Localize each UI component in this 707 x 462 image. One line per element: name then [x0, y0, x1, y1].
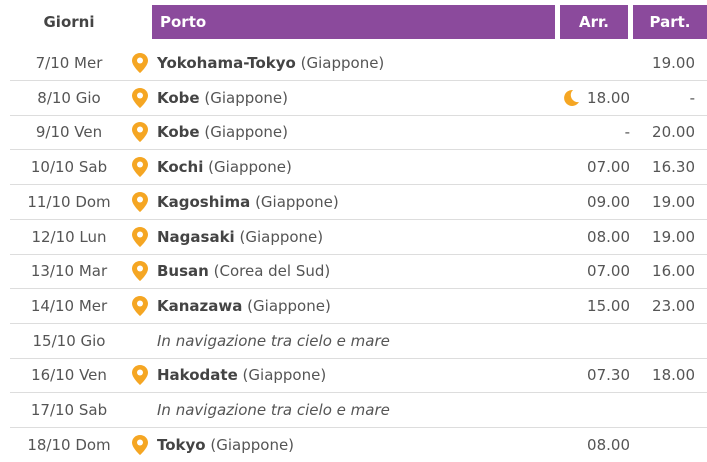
port-cell: Yokohama-Tokyo (Giappone)	[157, 46, 384, 80]
arrival: 18.00	[587, 88, 630, 107]
day: 18/10 Dom	[27, 435, 111, 454]
country: (Giappone)	[208, 158, 292, 177]
pin-icon	[132, 295, 148, 320]
port-name: Nagasaki	[157, 227, 235, 246]
note: In navigazione tra cielo e mare	[157, 401, 390, 419]
day: 13/10 Mar	[30, 262, 108, 281]
country: (Giappone)	[247, 296, 331, 315]
arrival: 07.30	[587, 366, 630, 385]
arrival	[555, 46, 630, 80]
day: 7/10 Mer	[35, 54, 103, 72]
day: 8/10 Gio	[37, 88, 101, 107]
pin-icon	[132, 87, 148, 112]
port-cell: Nagasaki (Giappone)	[157, 220, 323, 254]
arrival: 09.00	[587, 192, 630, 211]
port-name: Kobe	[157, 88, 200, 107]
row-separator	[10, 253, 707, 255]
row-separator	[10, 184, 707, 186]
day: 9/10 Ven	[35, 123, 103, 142]
departure: 23.00	[652, 296, 695, 315]
port-cell: Kochi (Giappone)	[157, 150, 292, 184]
day: 11/10 Dom	[27, 192, 111, 211]
port-cell: Tokyo (Giappone)	[157, 428, 294, 462]
row-separator	[10, 80, 707, 81]
pin-icon	[132, 122, 148, 146]
row-separator	[10, 427, 707, 428]
departure	[633, 428, 695, 462]
row-separator	[10, 357, 707, 359]
day: 10/10 Sab	[30, 158, 108, 177]
port-name: Kobe	[157, 123, 200, 142]
header-departure: Part.	[633, 5, 707, 39]
country: (Giappone)	[242, 366, 327, 385]
country: (Giappone)	[204, 123, 289, 142]
moon-icon	[562, 89, 580, 111]
pin-icon	[132, 157, 148, 181]
note: In navigazione tra cielo e mare	[157, 331, 390, 350]
port-name: Kochi	[157, 158, 204, 177]
departure: 19.00	[652, 54, 695, 72]
pin-icon	[132, 53, 148, 77]
country: (Giappone)	[210, 435, 295, 454]
pin-icon	[132, 191, 148, 216]
port-name: Kagoshima	[157, 192, 251, 211]
pin-icon	[132, 365, 148, 389]
departure: 19.00	[652, 192, 695, 211]
port-name: Hakodate	[157, 366, 238, 385]
port-cell: Kobe (Giappone)	[157, 81, 288, 115]
port-name: Busan	[157, 262, 209, 281]
departure: 18.00	[652, 366, 695, 385]
departure: 20.00	[652, 123, 695, 142]
pin-icon	[132, 261, 148, 285]
port-name: Tokyo	[157, 435, 206, 454]
day: 16/10 Ven	[31, 366, 107, 385]
pin-icon	[132, 226, 148, 251]
header-port: Porto	[152, 5, 555, 39]
port-cell: Kobe (Giappone)	[157, 115, 288, 149]
arrival: 08.00	[587, 227, 630, 246]
arrival: 07.00	[587, 262, 630, 281]
port-cell: Hakodate (Giappone)	[157, 358, 326, 392]
arrival: 07.00	[587, 158, 630, 177]
port-cell: Kagoshima (Giappone)	[157, 185, 339, 219]
row-separator	[10, 218, 707, 220]
row-separator	[10, 149, 707, 151]
arrival: 08.00	[587, 435, 630, 454]
row-separator	[10, 288, 707, 290]
country: (Giappone)	[204, 88, 289, 107]
day: 12/10 Lun	[31, 227, 107, 246]
day: 14/10 Mer	[30, 296, 108, 315]
departure: -	[689, 88, 695, 107]
day: 15/10 Gio	[32, 331, 106, 350]
port-cell: Kanazawa (Giappone)	[157, 289, 331, 323]
departure: 19.00	[652, 227, 695, 246]
port-name: Yokohama-Tokyo	[157, 54, 296, 72]
row-separator	[10, 322, 707, 324]
country: (Corea del Sud)	[213, 262, 331, 281]
pin-icon	[132, 434, 148, 459]
port-name: Kanazawa	[157, 296, 243, 315]
arrival: 15.00	[587, 296, 630, 315]
departure: 16.30	[652, 158, 695, 177]
country: (Giappone)	[255, 192, 339, 211]
header-arrival: Arr.	[560, 5, 628, 39]
row-separator	[10, 392, 707, 394]
country: (Giappone)	[239, 227, 324, 246]
row-separator	[10, 114, 707, 116]
port-cell: Busan (Corea del Sud)	[157, 254, 330, 288]
header-days: Giorni	[43, 13, 95, 31]
day: 17/10 Sab	[30, 401, 108, 419]
departure: 16.00	[652, 262, 695, 281]
country: (Giappone)	[300, 54, 385, 72]
arrival: -	[624, 123, 630, 142]
